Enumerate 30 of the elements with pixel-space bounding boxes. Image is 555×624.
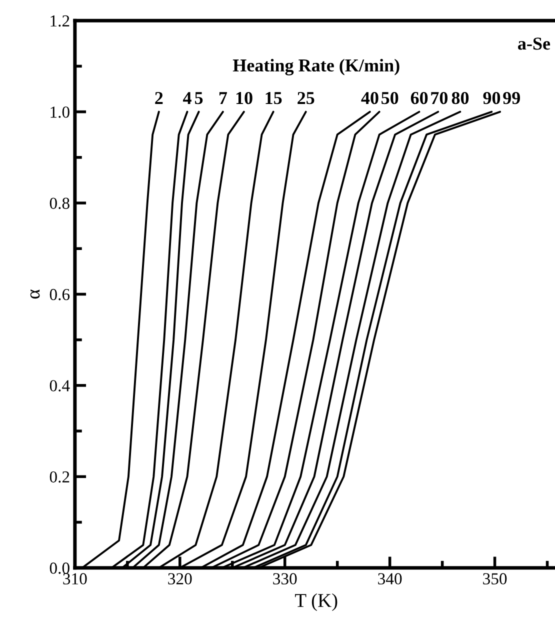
- annotation: a-Se: [518, 38, 550, 50]
- series-label: 15: [266, 92, 282, 104]
- y-tick-label: 1.2: [50, 15, 70, 27]
- y-tick-label: 0.4: [50, 380, 70, 392]
- series-label: 7: [219, 92, 228, 104]
- y-tick-label: 0.2: [50, 471, 70, 483]
- y-tick-label: 0.0: [50, 562, 70, 574]
- x-tick-label: 320: [168, 573, 192, 584]
- series-label: 99: [503, 92, 520, 104]
- series-label: 40: [361, 92, 378, 104]
- x-tick-label: 350: [483, 573, 507, 584]
- series-label: 4: [182, 92, 192, 104]
- y-tick-label: 1.0: [50, 106, 70, 118]
- series-label: 60: [410, 92, 428, 104]
- series-label: 2: [155, 92, 163, 104]
- y-tick-label: 0.6: [50, 288, 70, 300]
- series-label: 80: [452, 92, 469, 104]
- series-label: 10: [236, 92, 252, 104]
- series-label: 90: [483, 92, 500, 104]
- series-label: 5: [195, 92, 203, 104]
- y-tick-label: 0.8: [50, 198, 70, 210]
- x-axis-title: T (K): [295, 593, 338, 612]
- series-label: 70: [431, 92, 448, 104]
- x-tick-label: 340: [378, 573, 402, 584]
- y-axis-title: α: [30, 290, 40, 299]
- x-tick-label: 310: [63, 573, 87, 584]
- series-label: 50: [382, 92, 398, 104]
- legend-title: Heating Rate (K/min): [232, 58, 400, 76]
- x-tick-label: 330: [273, 573, 297, 584]
- series-label: 25: [298, 92, 314, 104]
